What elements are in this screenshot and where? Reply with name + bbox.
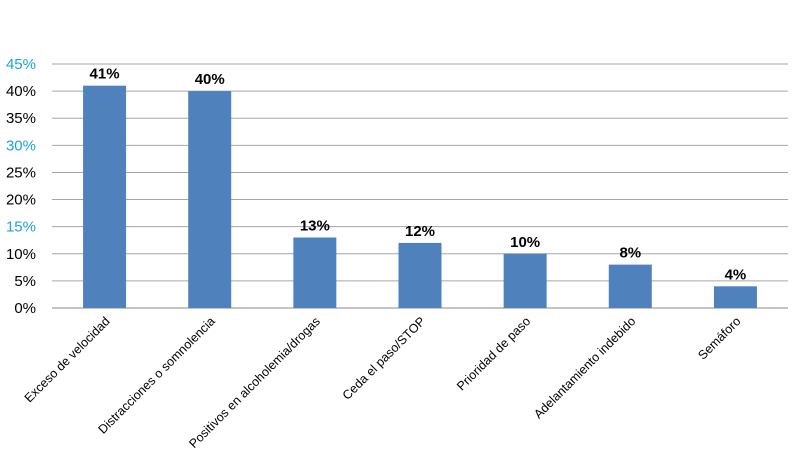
y-tick-label: 15%	[6, 219, 36, 236]
bar	[293, 237, 337, 308]
data-label: 41%	[90, 66, 120, 83]
category-label: Exceso de velocidad	[22, 314, 113, 405]
bar	[188, 91, 232, 308]
data-label: 10%	[510, 234, 540, 251]
bars	[83, 85, 757, 308]
bar	[398, 242, 442, 308]
y-axis-ticks: 0% 5% 10% 15% 20% 25% 30% 35% 40% 45%	[6, 56, 36, 317]
gridlines	[52, 63, 788, 309]
y-tick-label: 30%	[6, 137, 36, 154]
y-tick-label: 45%	[6, 56, 36, 73]
data-label: 12%	[405, 223, 435, 240]
y-tick-label: 25%	[6, 164, 36, 181]
data-label: 13%	[300, 218, 330, 235]
category-label: Prioridad de paso	[454, 314, 533, 393]
category-label: Ceda el paso/STOP	[340, 314, 428, 402]
y-tick-label: 0%	[14, 300, 36, 317]
bar	[503, 253, 547, 308]
y-tick-label: 20%	[6, 192, 36, 209]
y-tick-label: 35%	[6, 110, 36, 127]
data-label: 4%	[725, 266, 747, 283]
y-tick-label: 40%	[6, 83, 36, 100]
data-labels: 41% 40% 13% 12% 10% 8% 4%	[90, 66, 747, 284]
bar	[83, 85, 127, 308]
bar	[608, 264, 652, 308]
bar	[713, 286, 757, 308]
category-label: Adelantamiento indebido	[531, 314, 638, 421]
y-tick-label: 10%	[6, 246, 36, 263]
category-label: Semáforo	[695, 314, 743, 362]
data-label: 40%	[195, 71, 225, 88]
data-label: 8%	[619, 245, 641, 262]
y-tick-label: 5%	[14, 273, 36, 290]
category-label: Distracciones o somnolencia	[95, 314, 217, 436]
